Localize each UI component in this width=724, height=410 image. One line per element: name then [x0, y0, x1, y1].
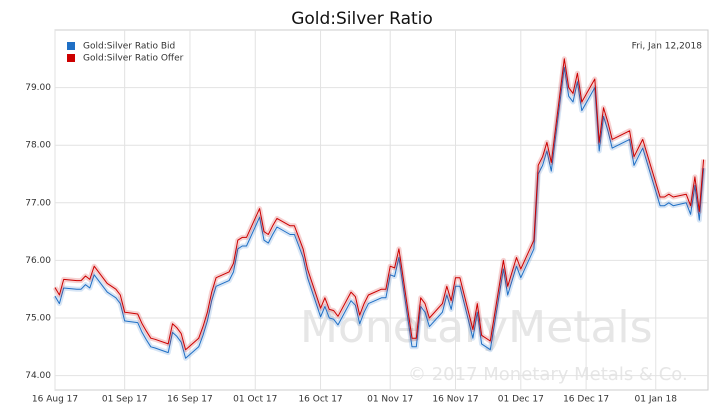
x-tick-label: 01 Oct 17: [233, 395, 277, 405]
x-tick-label: 16 Sep 17: [167, 395, 213, 405]
x-tick-label: 01 Nov 17: [367, 395, 413, 405]
y-tick-label: 75.00: [25, 314, 51, 324]
x-tick-label: 16 Nov 17: [432, 395, 478, 405]
copyright: © 2017 Monetary Metals & Co.: [408, 364, 688, 385]
date-annotation: Fri, Jan 12,2018: [632, 42, 703, 52]
legend-swatch: [67, 42, 75, 50]
legend-label: Gold:Silver Ratio Bid: [83, 42, 175, 52]
x-tick-label: 01 Sep 17: [102, 395, 148, 405]
x-tick-label: 16 Oct 17: [298, 395, 342, 405]
series-line: [54, 58, 705, 351]
y-tick-label: 74.00: [25, 371, 51, 381]
chart-title: Gold:Silver Ratio: [291, 9, 433, 29]
legend-label: Gold:Silver Ratio Offer: [83, 54, 184, 64]
x-tick-label: 16 Dec 17: [563, 395, 609, 405]
y-tick-label: 76.00: [25, 256, 51, 266]
y-tick-label: 79.00: [25, 83, 51, 93]
series-line: [54, 66, 705, 359]
y-tick-label: 77.00: [25, 198, 51, 208]
y-tick-label: 78.00: [25, 141, 51, 151]
x-tick-label: 01 Jan 18: [635, 395, 678, 405]
x-tick-label: 16 Aug 17: [32, 395, 78, 405]
legend-swatch: [67, 54, 75, 62]
x-tick-label: 01 Dec 17: [498, 395, 544, 405]
